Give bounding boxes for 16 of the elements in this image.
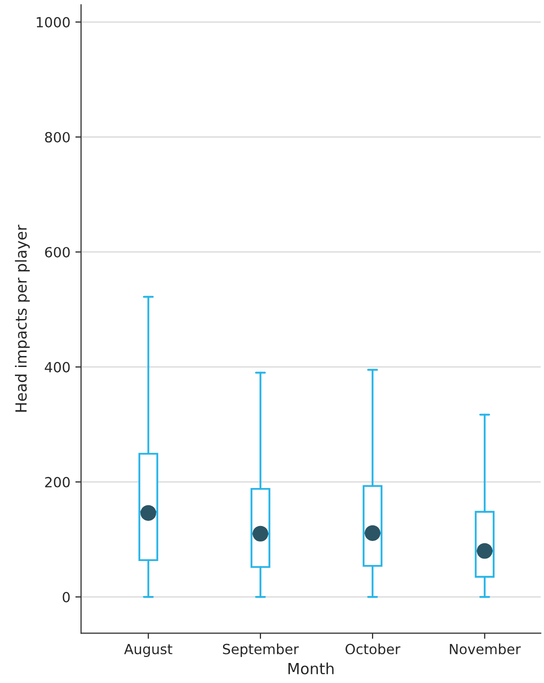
point — [364, 525, 380, 541]
point — [140, 505, 156, 521]
x-tick-label: September — [222, 644, 299, 657]
x-tick-label: August — [124, 644, 172, 657]
y-tick-label: 200 — [45, 476, 70, 488]
x-axis-title: Month — [288, 662, 334, 674]
x-tick-label: October — [346, 644, 400, 654]
x-tick-label: November — [450, 644, 521, 654]
y-axis-title: Head impacts per player — [14, 224, 30, 412]
y-tick-label: 800 — [45, 132, 70, 142]
point — [252, 526, 268, 542]
point — [476, 543, 493, 559]
y-tick-label: 600 — [45, 246, 70, 258]
y-tick-label: 1000 — [36, 16, 70, 28]
y-tick-label: 0 — [62, 592, 70, 602]
y-tick-label: 400 — [44, 362, 70, 372]
